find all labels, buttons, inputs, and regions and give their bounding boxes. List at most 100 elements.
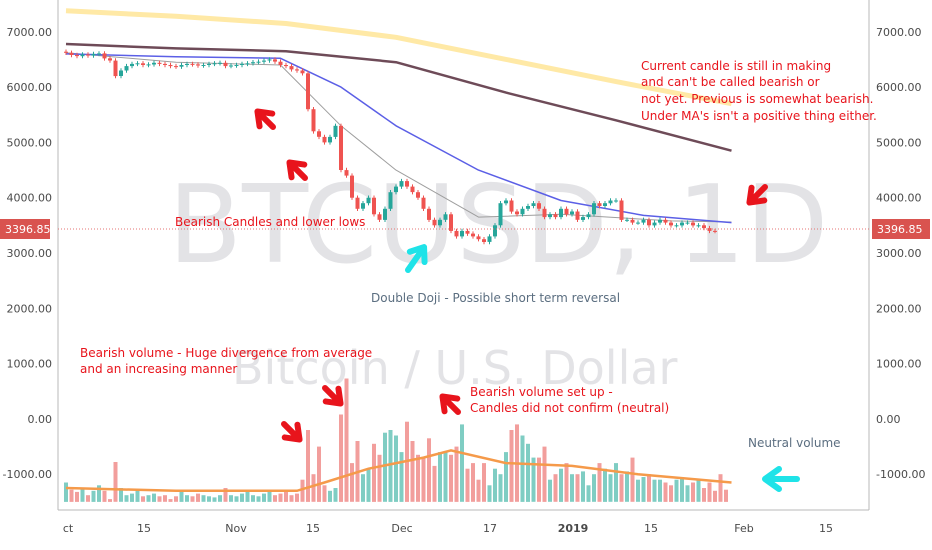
volume-bar [130,493,134,502]
candle-body [251,62,255,64]
volume-bar [201,495,206,502]
candle-body [432,219,437,226]
candle-body [152,62,156,65]
candle-body [306,73,310,110]
volume-bar [251,495,255,502]
watermark-name: Bitcoin / U.S. Dollar [232,341,678,395]
volume-bar [196,493,200,502]
candle-body [537,203,541,209]
volume-bar [322,485,327,502]
annotation-arrows [254,108,800,492]
volume-bar [102,490,107,502]
red-arrow-3 [746,184,768,206]
volume-bar [218,495,222,502]
candle-body [157,62,162,64]
candle-body [713,230,717,232]
candle-body [696,225,701,227]
volume-bar [707,482,712,502]
candle-body [344,170,349,176]
volume-bar [234,496,239,502]
candle-body [443,214,448,220]
candle-body [135,63,140,65]
candle-body [586,214,591,218]
annotation-bearish-volume-2: and an increasing manner [80,362,237,376]
volume-bar [718,474,723,502]
volume-bar [108,499,112,502]
volume-bar [713,490,717,502]
red-arrow-6 [439,393,461,415]
volume-ma-line [65,449,732,493]
candle-body [548,214,552,218]
candle-body [377,214,382,220]
volume-bar [97,485,101,502]
volume-bar [240,493,244,502]
volume-bar [284,490,288,502]
volume-bar [680,477,684,502]
candle-body [355,197,360,209]
candle-body [685,222,690,224]
candle-body [64,51,68,53]
volume-bar [663,482,668,502]
candle-body [91,53,96,56]
volume-bar [438,452,442,502]
x-tick: 15 [644,522,658,535]
candle-body [603,203,607,206]
volume-bar [69,489,74,502]
candle-body [130,63,134,67]
candle-body [482,239,486,242]
volume-bar [564,463,569,502]
annotation-neutral-volume: Neutral volume [748,436,841,450]
volume-bar [542,446,547,502]
volume-bar [295,493,299,502]
y-tick-right: 0.00 [876,413,901,426]
x-tick: ct [63,522,74,535]
annotation-volume-setup-1: Bearish volume set up - [470,385,613,399]
candle-body [454,230,459,237]
candle-body [559,208,563,218]
volume-bar [135,490,140,502]
x-tick: 15 [306,522,320,535]
candle-body [405,181,409,187]
volume-bar [377,454,382,502]
candle-body [201,65,206,66]
candle-body [619,200,624,220]
candle-body [256,61,261,63]
volume-bar [493,468,497,502]
candle-body [542,208,547,218]
volume-bar [647,474,651,502]
volume-bar [526,443,530,502]
candle-body [267,59,272,61]
volume-bar [630,457,635,502]
candle-body [553,214,558,218]
annotation-current-candle-2: and can't be called bearish or [641,75,820,89]
volume-bar [399,452,404,502]
volume-bar [691,482,695,502]
volume-bar [372,443,376,502]
volume-bar [152,493,156,502]
volume-bar [548,479,552,502]
cyan-arrow-1 [405,244,428,273]
candle-body [163,63,167,65]
volume-bar [113,462,118,502]
candle-body [663,219,668,223]
annotation-bearish-candles: Bearish Candles and lower lows [175,215,365,229]
volume-bar [636,479,640,502]
candle-body [168,65,173,67]
candle-body [625,219,629,221]
candle-body [630,219,635,223]
annotation-current-candle-3: not yet. Previous is somewhat bearish. [641,92,873,106]
candle-body [564,208,569,215]
candle-body [394,186,398,193]
y-tick-right: 4000.00 [876,192,922,205]
volume-bar [432,465,437,502]
y-tick-left: -1000.00 [3,468,52,481]
candle-body [575,211,580,220]
y-tick-right: 1000.00 [876,358,922,371]
volume-bar [504,452,508,502]
candle-body [229,65,233,67]
volume-bar [300,479,305,502]
volume-bar [278,493,283,502]
candle-body [570,211,574,215]
red-arrow-4 [322,385,344,407]
